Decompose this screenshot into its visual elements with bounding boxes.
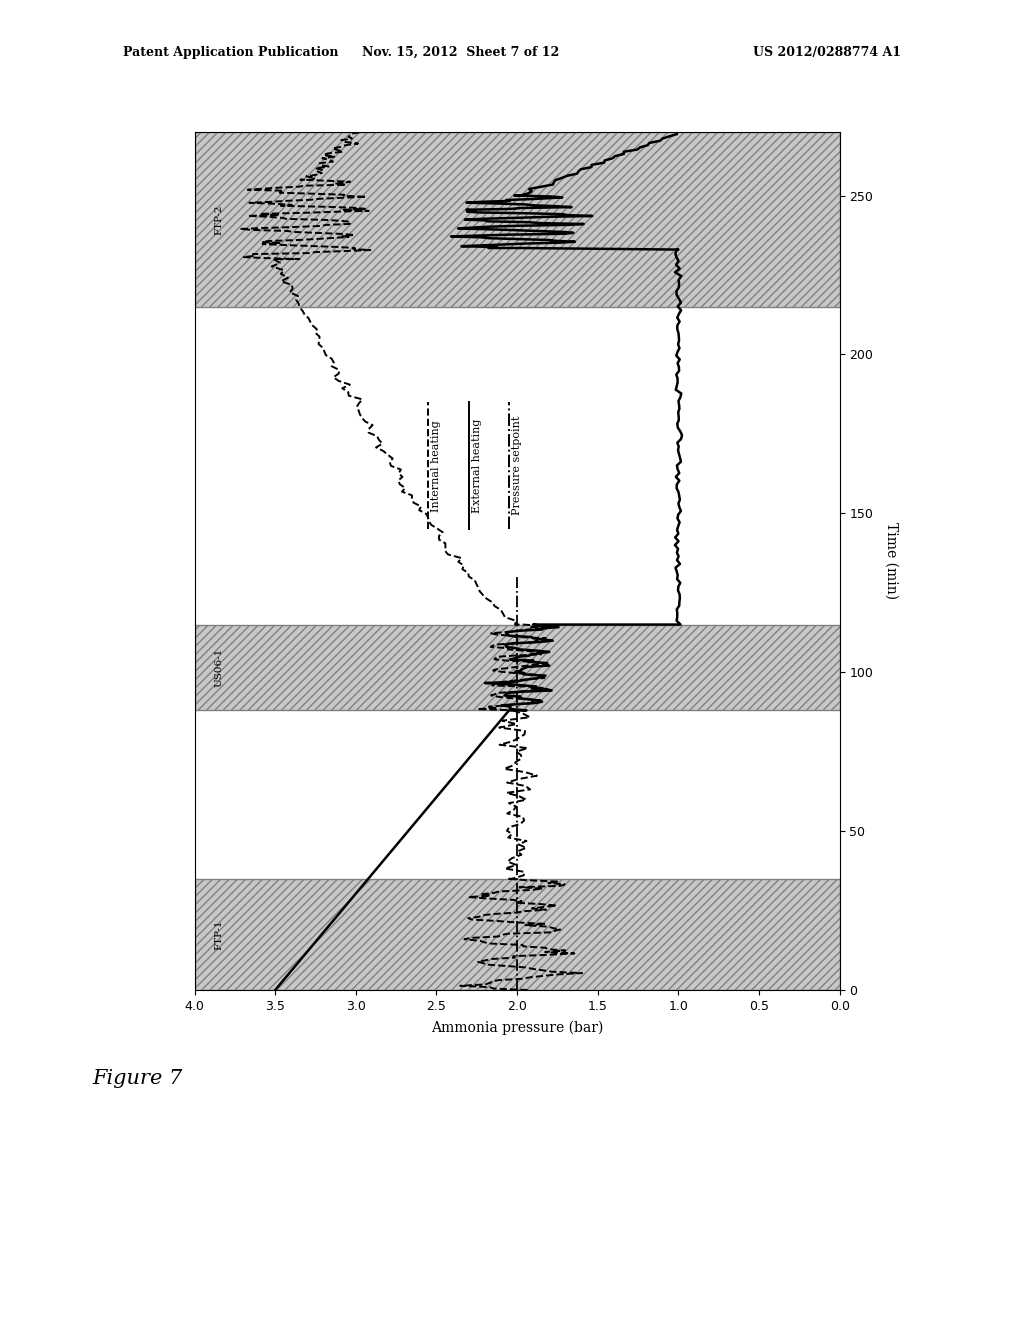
Text: External heating: External heating: [472, 418, 481, 513]
Internal heating: [349, 199, 361, 215]
Text: Pressure setpoint: Pressure setpoint: [512, 416, 522, 515]
Bar: [195, 132, 840, 306]
External heating: [536, 668, 548, 684]
Internal heating: [521, 982, 534, 998]
Internal heating: [356, 124, 369, 140]
Internal heating: [322, 199, 334, 215]
Text: FTP-1: FTP-1: [214, 919, 223, 949]
Pressure setpoint: [511, 776, 523, 792]
External heating: [671, 124, 683, 140]
Line: Internal heating: Internal heating: [241, 132, 582, 990]
Internal heating: [527, 653, 540, 669]
Text: US 2012/0288774 A1: US 2012/0288774 A1: [753, 46, 901, 59]
External heating: [551, 198, 563, 214]
X-axis label: Ammonia pressure (bar): Ammonia pressure (bar): [431, 1022, 603, 1035]
Text: US06-1: US06-1: [214, 648, 223, 688]
Pressure setpoint: [511, 569, 523, 585]
Text: Figure 7: Figure 7: [92, 1069, 182, 1088]
Y-axis label: Time (min): Time (min): [885, 523, 898, 599]
Internal heating: [543, 875, 555, 891]
External heating: [382, 847, 394, 863]
External heating: [453, 763, 465, 779]
Line: External heating: External heating: [275, 132, 682, 990]
External heating: [269, 982, 282, 998]
External heating: [376, 854, 388, 870]
Bar: [195, 624, 840, 710]
Text: Nov. 15, 2012  Sheet 7 of 12: Nov. 15, 2012 Sheet 7 of 12: [362, 46, 559, 59]
Text: Internal heating: Internal heating: [431, 420, 441, 512]
Pressure setpoint: [511, 982, 523, 998]
Text: FTP-2: FTP-2: [214, 205, 223, 235]
External heating: [379, 851, 391, 867]
Pressure setpoint: [511, 879, 523, 895]
Pressure setpoint: [511, 672, 523, 688]
Text: Patent Application Publication: Patent Application Publication: [123, 46, 338, 59]
Internal heating: [508, 665, 520, 681]
Internal heating: [537, 968, 549, 983]
Bar: [195, 879, 840, 990]
